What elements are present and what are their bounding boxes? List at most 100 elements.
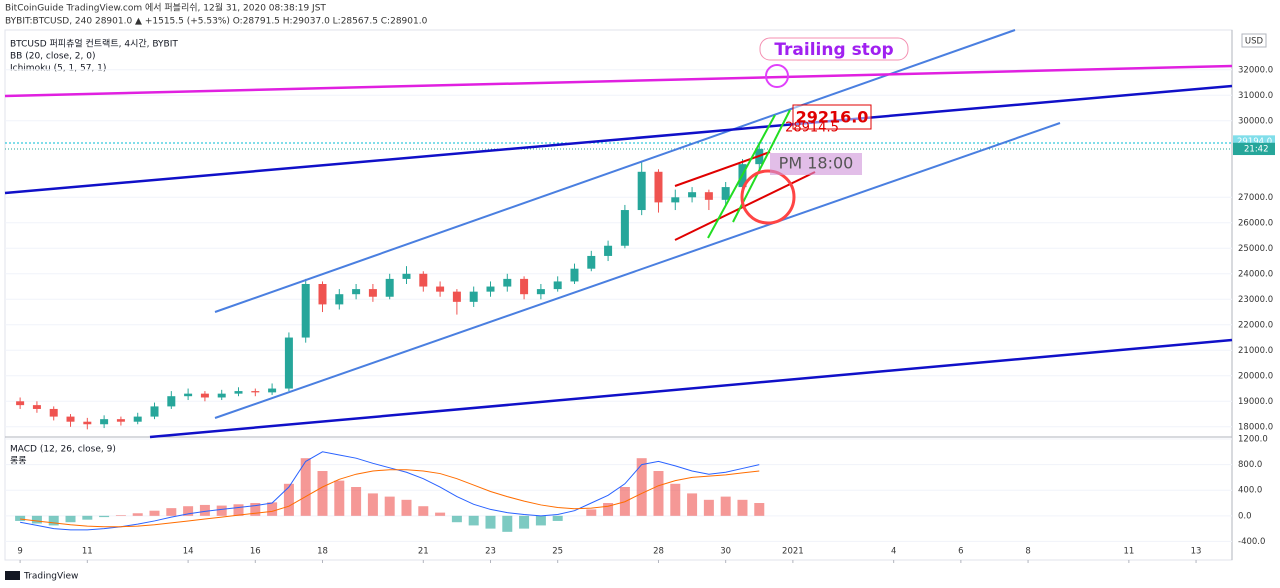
histogram-bar bbox=[149, 510, 160, 516]
candle-body bbox=[503, 278, 512, 287]
y-tick-label: 30000.0 bbox=[1238, 116, 1273, 126]
candle-body bbox=[335, 294, 344, 305]
currency-label: USD bbox=[1245, 37, 1264, 47]
candle-body bbox=[452, 291, 461, 302]
y-tick-label: 19000.0 bbox=[1238, 397, 1273, 407]
y-tick-label: 22000.0 bbox=[1238, 320, 1273, 330]
candle-body bbox=[318, 283, 327, 305]
histogram-bar bbox=[552, 515, 563, 521]
y-tick-label: 1200.0 bbox=[1238, 434, 1268, 444]
indicator-label: BB (20, close, 2, 0) bbox=[10, 52, 95, 62]
annotation: 29216.0 bbox=[796, 108, 869, 127]
y-tick-label: 31000.0 bbox=[1238, 91, 1273, 101]
annotation: 28914.5 bbox=[785, 121, 839, 136]
histogram-bar bbox=[451, 515, 462, 523]
x-tick-label: 18 bbox=[317, 547, 328, 557]
histogram-bar bbox=[687, 493, 698, 516]
y-tick-label: 23000.0 bbox=[1238, 295, 1273, 305]
trend-line bbox=[214, 122, 1061, 419]
x-tick-label: 9 bbox=[17, 547, 22, 557]
trend-line bbox=[707, 114, 776, 239]
trend-line bbox=[4, 84, 1233, 195]
candle-body bbox=[604, 245, 613, 256]
histogram-bar bbox=[183, 506, 194, 516]
candle-body bbox=[200, 393, 209, 398]
histogram-bar bbox=[401, 499, 412, 516]
histogram-bar bbox=[115, 515, 126, 516]
countdown-box bbox=[1233, 142, 1275, 155]
candle-body bbox=[553, 281, 562, 290]
histogram-bar bbox=[99, 515, 110, 518]
histogram-bar bbox=[435, 512, 446, 516]
histogram-bar bbox=[367, 493, 378, 516]
candle-body bbox=[234, 391, 243, 394]
candle-body bbox=[385, 278, 394, 297]
histogram-bar bbox=[418, 506, 429, 516]
histogram-bar bbox=[334, 480, 345, 516]
x-tick-label: 25 bbox=[552, 547, 563, 557]
candle-body bbox=[66, 416, 75, 422]
legend-title: BTCUSD 퍼피츄얼 컨트랙트, 4시간, BYBIT bbox=[10, 39, 178, 50]
histogram-bar bbox=[300, 458, 311, 516]
candle-body bbox=[352, 289, 361, 295]
histogram-bar bbox=[737, 499, 748, 516]
y-tick-label: 24000.0 bbox=[1238, 269, 1273, 279]
circle-drawing bbox=[740, 169, 796, 225]
macd-line bbox=[20, 469, 760, 528]
countdown: 21:42 bbox=[1244, 144, 1269, 154]
histogram-bar bbox=[485, 515, 496, 529]
histogram-bar bbox=[754, 503, 765, 516]
candle-body bbox=[251, 391, 260, 393]
macd-line bbox=[20, 451, 760, 531]
candle-body bbox=[721, 187, 730, 200]
candle-body bbox=[637, 171, 646, 211]
histogram-bar bbox=[603, 503, 614, 516]
x-tick-label: 16 bbox=[250, 547, 261, 557]
candle-body bbox=[469, 291, 478, 302]
annotation-box bbox=[759, 37, 909, 61]
x-tick-label: 8 bbox=[1025, 547, 1030, 557]
currency-box bbox=[1241, 33, 1267, 48]
candle-body bbox=[301, 283, 310, 338]
candle-body bbox=[587, 255, 596, 269]
y-tick-label: 26000.0 bbox=[1238, 218, 1273, 228]
histogram-bar bbox=[535, 515, 546, 526]
x-tick-label: 11 bbox=[1123, 547, 1134, 557]
y-tick-label: 25000.0 bbox=[1238, 244, 1273, 254]
candle-body bbox=[150, 406, 159, 417]
y-tick-label: 32000.0 bbox=[1238, 65, 1273, 75]
indicator-label: Ichimoku (5, 1, 57, 1) bbox=[10, 64, 106, 74]
candle-body bbox=[284, 337, 293, 389]
x-tick-label: 21 bbox=[418, 547, 429, 557]
x-tick-label: 30 bbox=[720, 547, 731, 557]
candle-body bbox=[16, 401, 25, 406]
histogram-bar bbox=[48, 515, 59, 526]
histogram-bar bbox=[250, 503, 261, 516]
candle-body bbox=[133, 416, 142, 422]
candle-body bbox=[620, 210, 629, 246]
candle-body bbox=[100, 419, 109, 425]
annotation-box bbox=[770, 153, 862, 175]
trend-line bbox=[149, 338, 1233, 439]
histogram-bar bbox=[267, 502, 278, 516]
candle-body bbox=[536, 289, 545, 295]
histogram-bar bbox=[703, 499, 714, 516]
annotation: PM 18:00 bbox=[779, 154, 854, 173]
histogram-bar bbox=[31, 515, 42, 524]
y-tick-label: 20000.0 bbox=[1238, 371, 1273, 381]
candle-body bbox=[116, 419, 125, 422]
histogram-bar bbox=[317, 470, 328, 516]
histogram-bar bbox=[216, 505, 227, 516]
trend-line bbox=[214, 29, 1016, 313]
candle-body bbox=[32, 405, 41, 409]
y-tick-label: 800.0 bbox=[1238, 460, 1262, 470]
histogram-bar bbox=[502, 515, 513, 532]
trend-line bbox=[4, 64, 1233, 98]
candle-body bbox=[570, 268, 579, 282]
histogram-bar bbox=[199, 504, 210, 516]
candle-body bbox=[49, 408, 58, 417]
histogram-bar bbox=[82, 515, 93, 520]
candle-body bbox=[654, 171, 663, 203]
candle-body bbox=[268, 388, 277, 393]
